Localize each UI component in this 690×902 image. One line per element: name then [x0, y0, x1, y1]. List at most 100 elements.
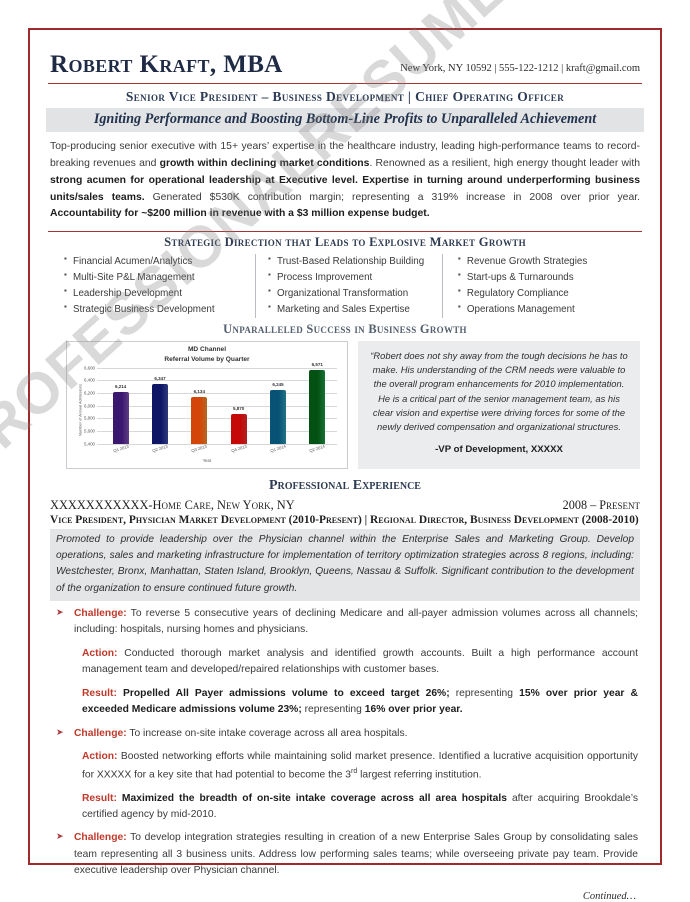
- chart-bar-value: 6,214: [115, 384, 127, 390]
- result-bold-2: 15% over prior year & exceeded Medicare …: [82, 687, 638, 716]
- competency-column-1: Financial Acumen/Analytics Multi-Site P&…: [64, 253, 252, 318]
- job-titles: Vice President, Physician Market Develop…: [50, 513, 639, 526]
- chart-quote-row: MD Channel Referral Volume by Quarter Nu…: [46, 339, 644, 469]
- chart-bar-value: 5,870: [233, 405, 245, 411]
- chart-bar-fill: [269, 390, 286, 444]
- chart-y-tick: 6,600: [84, 365, 95, 371]
- chart-bar: 6,245: [269, 382, 286, 444]
- action-text: Conducted thorough market analysis and i…: [82, 647, 638, 676]
- chart-bar: 6,214: [112, 384, 129, 444]
- role-scope: Promoted to provide leadership over the …: [50, 528, 640, 601]
- challenge-text: To develop integration strategies result…: [74, 832, 638, 877]
- list-item: Strategic Business Development: [64, 301, 252, 318]
- chart-gridline: [97, 443, 337, 445]
- chart-y-tick: 5,600: [84, 428, 95, 434]
- chart-bar-value: 6,245: [272, 382, 284, 388]
- referral-volume-chart: MD Channel Referral Volume by Quarter Nu…: [66, 340, 348, 469]
- chart-bar-value: 6,347: [154, 375, 166, 381]
- chart-subtitle: Referral Volume by Quarter: [164, 355, 250, 363]
- employment-dates: 2008 – Present: [562, 497, 640, 512]
- challenge-line: Challenge: To increase on-site intake co…: [74, 726, 638, 742]
- summary-text-1: Top-producing senior executive with 15+ …: [50, 141, 640, 169]
- chart-y-tick: 6,200: [84, 390, 95, 396]
- challenge-line: Challenge: To reverse 5 consecutive year…: [74, 606, 638, 639]
- chart-x-tick: Q2 2013: [151, 443, 169, 454]
- arrow-bullet-icon: ➤: [56, 831, 64, 842]
- chart-title: MD Channel: [187, 345, 227, 353]
- challenge-text: To increase on-site intake coverage acro…: [126, 727, 408, 739]
- summary-bold-2: strong acumen for operational leadership…: [50, 174, 640, 203]
- challenge-label: Challenge:: [74, 832, 127, 844]
- list-item: ➤ Challenge: To reverse 5 consecutive ye…: [52, 606, 638, 719]
- action-line: Action: Boosted networking efforts while…: [74, 749, 638, 783]
- chart-gridline: [97, 418, 337, 420]
- chart-x-axis: Q1 2013 Q2 2013 Q3 2013 Q4 2013 Q1 2014 Q2 20…: [101, 443, 337, 454]
- chart-y-tick: 5,800: [84, 415, 95, 421]
- chart-gridline: [97, 367, 337, 369]
- chart-bars: 6,214 6,347 6,134 5,870 6,245 6,571: [101, 362, 337, 444]
- testimonial-attribution: -VP of Development, XXXXX: [435, 444, 563, 456]
- chart-y-tick: 6,000: [84, 403, 95, 409]
- chart-x-tick: Q4 2013: [230, 443, 248, 454]
- competency-column-3: Revenue Growth Strategies Start-ups & Tu…: [446, 253, 634, 318]
- result-bold-3: 16% over prior year.: [364, 704, 463, 716]
- list-item: ➤ Challenge: To develop integration stra…: [52, 830, 638, 879]
- list-item: Multi-Site P&L Management: [64, 269, 252, 286]
- action-line: Action: Conducted thorough market analys…: [74, 646, 638, 679]
- chart-y-axis-label: Number of Annual Admissions: [77, 383, 83, 436]
- list-item: Process Improvement: [268, 269, 442, 286]
- competency-column-2: Trust-Based Relationship Building Proces…: [254, 253, 444, 318]
- summary-text-2: . Renowned as a resilient, high energy t…: [369, 157, 640, 169]
- result-label: Result:: [82, 687, 117, 699]
- chart-bar: 6,347: [151, 376, 168, 444]
- testimonial-block: “Robert does not shy away from the tough…: [358, 340, 640, 469]
- chart-gridline: [97, 380, 337, 382]
- chart-bar-value: 6,571: [311, 361, 323, 367]
- continued-note: Continued…: [582, 890, 636, 902]
- chart-gridline: [97, 405, 337, 407]
- employer-name: XXXXXXXXXXX-Home Care, New York, NY: [50, 497, 295, 512]
- list-item: Revenue Growth Strategies: [458, 253, 634, 270]
- list-item: Leadership Development: [64, 285, 252, 302]
- chart-y-axis: Number of Annual Admissions 5,400 5,600 5,…: [67, 365, 97, 452]
- experience-heading: Professional Experience: [269, 477, 421, 493]
- accomplishments-list: ➤ Challenge: To reverse 5 consecutive ye…: [46, 601, 644, 880]
- list-item: Start-ups & Turnarounds: [458, 269, 634, 286]
- summary-bold-1: growth within declining market condition…: [159, 157, 370, 169]
- chart-bar-fill: [309, 369, 326, 444]
- action-label: Action:: [82, 751, 118, 763]
- core-competencies: Financial Acumen/Analytics Multi-Site P&…: [46, 252, 644, 319]
- result-text-1: representing: [449, 687, 520, 699]
- contact-info: New York, NY 10592 | 555-122-1212 | kraf…: [400, 63, 640, 74]
- chart-y-tick: 6,400: [84, 377, 95, 383]
- professional-title: Senior Vice President – Business Develop…: [125, 89, 565, 104]
- list-item: Regulatory Compliance: [458, 285, 634, 302]
- chart-bar-fill: [151, 383, 168, 444]
- list-item: Operations Management: [458, 301, 634, 318]
- result-text-1: after acquiring Brookdale’s certified ag…: [82, 792, 638, 821]
- professional-summary: Top-producing senior executive with 15+ …: [46, 132, 644, 229]
- arrow-bullet-icon: ➤: [56, 726, 64, 737]
- tagline-banner: Igniting Performance and Boosting Bottom…: [46, 108, 644, 132]
- result-line: Result: Maximized the breadth of on-site…: [74, 791, 638, 824]
- result-text-2: representing: [301, 704, 365, 716]
- resume-header: Robert Kraft, MBA New York, NY 10592 | 5…: [46, 40, 644, 79]
- result-bold-1: Propelled All Payer admissions volume to…: [116, 687, 450, 699]
- summary-bold-3: Accountability for ~$200 million in reve…: [50, 208, 430, 220]
- header-divider: [48, 83, 642, 84]
- chart-bar-fill: [191, 397, 208, 444]
- chart-plot-area: 6,214 6,347 6,134 5,870 6,245 6,571: [97, 362, 337, 445]
- list-item: Marketing and Sales Expertise: [268, 301, 442, 318]
- result-label: Result:: [82, 792, 117, 804]
- result-bold-1: Maximized the breadth of on-site intake …: [116, 792, 507, 804]
- arrow-bullet-icon: ➤: [56, 606, 64, 617]
- summary-text-3: Generated $530K contribution margin; rep…: [144, 191, 640, 203]
- employer-row: XXXXXXXXXXX-Home Care, New York, NY 2008…: [46, 498, 644, 513]
- chart-x-tick: Q2 2014: [308, 443, 326, 454]
- chart-bar-value: 6,134: [193, 389, 205, 395]
- chart-gridline: [97, 430, 337, 432]
- challenge-line: Challenge: To develop integration strate…: [74, 830, 638, 879]
- action-text-post: largest referring institution.: [357, 769, 482, 781]
- chart-bar-fill: [230, 413, 247, 444]
- list-item: ➤ Challenge: To increase on-site intake …: [52, 726, 638, 824]
